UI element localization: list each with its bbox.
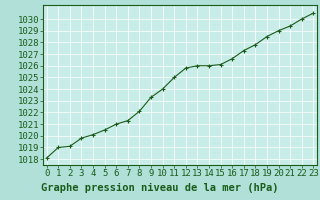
Text: Graphe pression niveau de la mer (hPa): Graphe pression niveau de la mer (hPa) — [41, 183, 279, 193]
